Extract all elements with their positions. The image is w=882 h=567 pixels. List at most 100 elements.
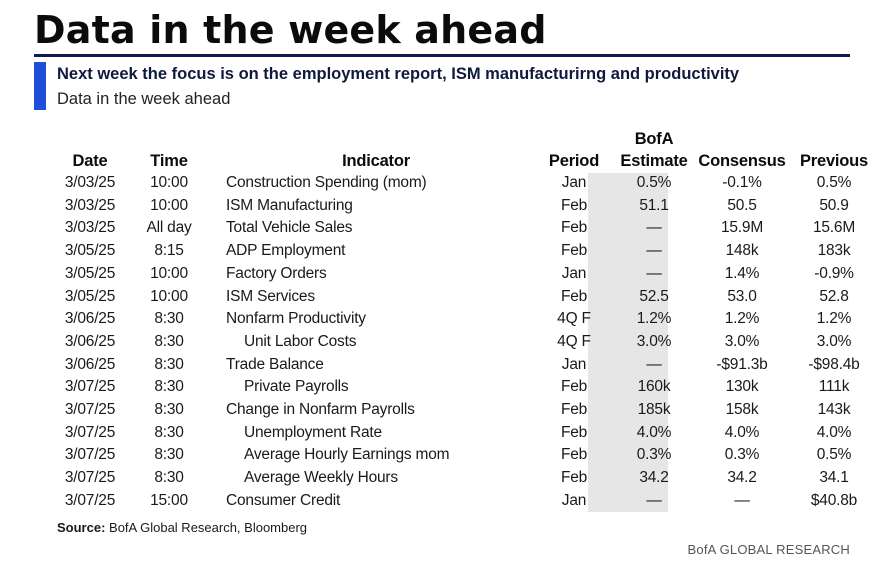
cell-estimate: 160k: [637, 378, 671, 396]
cell-consensus: 4.0%: [724, 423, 760, 441]
footer-brand: BofA GLOBAL RESEARCH: [687, 542, 850, 557]
header-estimate-line2: Estimate: [620, 152, 688, 170]
table-header-row: Date Time Indicator Period BofA Estimate…: [56, 124, 878, 172]
accent-bar: [34, 62, 46, 110]
cell-time: 10:00: [150, 174, 188, 191]
cell-time: 8:30: [154, 378, 184, 396]
header-estimate: BofA Estimate: [614, 124, 694, 172]
cell-time: 8:30: [154, 446, 184, 464]
cell-date: 3/07/25: [64, 423, 116, 441]
cell-indicator: Consumer Credit: [226, 491, 341, 509]
cell-consensus: 130k: [725, 378, 759, 396]
cell-indicator: Unit Labor Costs: [244, 332, 357, 350]
cell-consensus: 15.9M: [720, 219, 764, 237]
cell-previous: 1.2%: [816, 310, 852, 328]
cell-indicator: Average Weekly Hours: [244, 469, 398, 487]
cell-date: 3/03/25: [64, 196, 116, 214]
cell-time: All day: [146, 219, 192, 237]
cell-time: 8:30: [154, 310, 184, 328]
cell-indicator: Trade Balance: [226, 355, 324, 373]
cell-estimate: 0.5%: [636, 174, 672, 191]
header-time: Time: [150, 152, 188, 170]
cell-indicator: Private Payrolls: [244, 378, 349, 396]
cell-estimate: 51.1: [639, 196, 669, 214]
cell-previous: 4.0%: [816, 423, 852, 441]
cell-period: Feb: [560, 287, 588, 305]
table-row: 3/07/25 8:30 Change in Nonfarm Payrolls Feb…: [56, 399, 878, 422]
cell-period: Jan: [561, 355, 587, 373]
cell-estimate: —: [646, 219, 662, 237]
cell-date: 3/05/25: [64, 287, 116, 305]
cell-consensus: -$91.3b: [716, 355, 768, 373]
cell-period: 4Q F: [557, 332, 591, 350]
cell-estimate: —: [646, 242, 662, 260]
table-caption: Data in the week ahead: [57, 90, 231, 108]
table-row: 3/03/25 10:00 Construction Spending (mom) J…: [56, 172, 878, 195]
table-row: 3/05/25 8:15 ADP Employment Feb — 148k 183k: [56, 240, 878, 263]
cell-date: 3/06/25: [64, 332, 116, 350]
page-title: Data in the week ahead: [34, 8, 547, 52]
cell-consensus: 148k: [725, 242, 759, 260]
cell-consensus: 34.2: [727, 469, 757, 487]
cell-consensus: 50.5: [727, 196, 757, 214]
cell-estimate: —: [646, 355, 662, 373]
cell-estimate: 0.3%: [636, 446, 672, 464]
cell-consensus: 1.2%: [724, 310, 760, 328]
cell-date: 3/07/25: [64, 401, 116, 419]
cell-time: 8:30: [154, 423, 184, 441]
cell-date: 3/07/25: [64, 491, 116, 509]
cell-previous: -$98.4b: [808, 355, 860, 373]
cell-time: 8:30: [154, 469, 184, 487]
title-divider: [34, 54, 850, 57]
table-row: 3/06/25 8:30 Unit Labor Costs 4Q F 3.0% 3.0% 3…: [56, 331, 878, 354]
cell-period: Feb: [560, 242, 588, 260]
table-row: 3/05/25 10:00 Factory Orders Jan — 1.4% -0.9%: [56, 263, 878, 286]
source-note: Source: BofA Global Research, Bloomberg: [57, 520, 307, 535]
table-row: 3/06/25 8:30 Trade Balance Jan — -$91.3b -$98.…: [56, 354, 878, 377]
cell-indicator: Construction Spending (mom): [226, 174, 427, 191]
cell-previous: 143k: [817, 401, 851, 419]
header-estimate-line1: BofA: [634, 130, 674, 148]
cell-period: Feb: [560, 423, 588, 441]
cell-time: 10:00: [150, 287, 188, 305]
cell-estimate: 3.0%: [636, 332, 672, 350]
cell-previous: 50.9: [819, 196, 849, 214]
subtitle: Next week the focus is on the employment…: [57, 65, 740, 83]
cell-estimate: —: [646, 491, 662, 509]
table-body: 3/03/25 10:00 Construction Spending (mom) J…: [56, 172, 878, 513]
cell-estimate: 34.2: [639, 469, 669, 487]
cell-time: 8:30: [154, 401, 184, 419]
cell-indicator: Nonfarm Productivity: [226, 310, 366, 328]
cell-indicator: Average Hourly Earnings mom: [244, 446, 450, 464]
cell-consensus: -0.1%: [722, 174, 762, 191]
cell-period: Jan: [561, 264, 587, 282]
header-consensus: Consensus: [698, 152, 786, 170]
header-date: Date: [72, 152, 108, 170]
table-row: 3/07/25 8:30 Average Hourly Earnings mom Fe…: [56, 444, 878, 467]
cell-time: 8:30: [154, 332, 184, 350]
header-previous: Previous: [799, 152, 869, 170]
cell-period: 4Q F: [557, 310, 591, 328]
table-row: 3/03/25 All day Total Vehicle Sales Feb — 15.…: [56, 217, 878, 240]
cell-estimate: 52.5: [639, 287, 669, 305]
header-period: Period: [548, 152, 600, 170]
cell-previous: 0.5%: [816, 174, 852, 191]
cell-date: 3/06/25: [64, 310, 116, 328]
cell-estimate: 4.0%: [636, 423, 672, 441]
cell-period: Feb: [560, 469, 588, 487]
cell-date: 3/05/25: [64, 242, 116, 260]
cell-time: 10:00: [150, 264, 188, 282]
cell-indicator: ISM Services: [226, 287, 315, 305]
table-row: 3/07/25 15:00 Consumer Credit Jan — — $40.8b: [56, 490, 878, 513]
cell-previous: 3.0%: [816, 332, 852, 350]
table-row: 3/05/25 10:00 ISM Services Feb 52.5 53.0 52.8: [56, 286, 878, 309]
cell-estimate: 1.2%: [636, 310, 672, 328]
data-calendar-table: Date Time Indicator Period BofA Estimate…: [56, 124, 878, 513]
cell-date: 3/07/25: [64, 446, 116, 464]
cell-previous: -0.9%: [814, 264, 854, 282]
cell-consensus: —: [734, 491, 750, 509]
cell-consensus: 0.3%: [724, 446, 760, 464]
cell-time: 8:15: [154, 242, 184, 260]
cell-period: Jan: [561, 174, 587, 191]
cell-period: Jan: [561, 491, 587, 509]
